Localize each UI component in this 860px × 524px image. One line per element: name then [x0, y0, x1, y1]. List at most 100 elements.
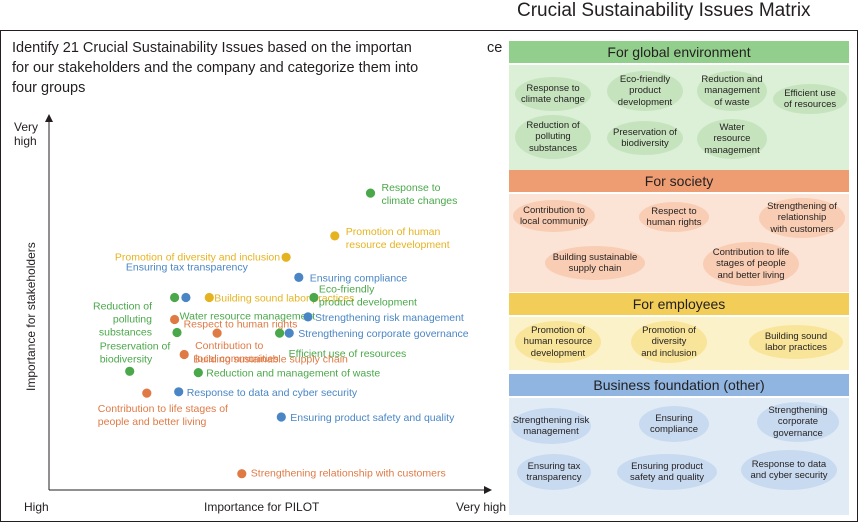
issue-item-label: Contribution to life stages of people and …	[712, 246, 790, 281]
issue-item-label: Ensuring compliance	[649, 412, 699, 436]
scatter-point	[284, 328, 294, 338]
scatter-point	[365, 188, 376, 198]
point-label: Response to data and cyber security	[187, 387, 358, 399]
issue-item: Response to data and cyber security	[741, 450, 837, 490]
issue-item: Strengthening corporate governance	[757, 402, 839, 442]
issue-item-label: Building sound labor practices	[764, 330, 828, 354]
issue-item-label: Preservation of biodiversity	[613, 126, 677, 150]
scatter-point	[281, 252, 291, 262]
figure-frame	[0, 30, 858, 522]
point-label: Water resource management	[180, 311, 316, 323]
issue-item: Building sustainable supply chain	[545, 246, 645, 280]
issue-item-label: Response to climate change	[521, 82, 585, 106]
issue-item-label: Ensuring tax transparency	[526, 460, 582, 484]
scatter-point	[125, 366, 135, 376]
issue-item: Promotion of diversity and inclusion	[631, 321, 707, 363]
data-points: Response to climate changes Promotion of h…	[93, 182, 469, 480]
point-label: Ensuring tax transparency	[126, 262, 249, 274]
scatter-point	[237, 469, 247, 479]
point-label: Eco-friendly product development	[319, 284, 417, 309]
scatter-point	[303, 312, 313, 322]
issue-item-label: Promotion of human resource development	[523, 324, 593, 359]
panel-title: Business foundation (other)	[509, 374, 849, 396]
page-title: Crucial Sustainability Issues Matrix	[517, 0, 811, 21]
intro-text: Identify 21 Crucial Sustainability Issue…	[12, 38, 482, 98]
issue-item-label: Ensuring product safety and quality	[630, 460, 704, 484]
issue-item: Contribution to local community	[513, 200, 595, 232]
scatter-point	[276, 412, 286, 422]
issue-item-label: Efficient use of resources	[783, 87, 837, 111]
panel-body: Promotion of human resource development Pro…	[509, 317, 849, 370]
issue-item: Response to climate change	[515, 77, 591, 111]
issue-item-label: Reduction of polluting substances	[526, 119, 580, 154]
issue-item: Reduction and management of waste	[697, 71, 767, 111]
scatter-point	[275, 328, 285, 338]
issue-item-label: Contribution to local community	[519, 204, 589, 228]
point-label: Preservation of biodiversity	[100, 340, 171, 365]
panel-body: Response to climate change Eco-friendly pro…	[509, 65, 849, 182]
point-label: Reduction of polluting substances	[93, 301, 152, 339]
issue-item-label: Strengthening of relationship with custome…	[767, 200, 837, 235]
scatter-point	[330, 231, 340, 241]
y-tick-very: Very	[14, 120, 39, 134]
point-label: Efficient use of resources	[289, 348, 407, 360]
point-label: Reduction and management of waste	[206, 368, 380, 380]
panel-business: Business foundation (other) Strengthening…	[509, 374, 849, 515]
issue-item: Eco-friendly product development	[607, 71, 683, 111]
issue-item-label: Response to data and cyber security	[750, 458, 828, 482]
point-label: Ensuring compliance	[310, 272, 408, 284]
issue-item: Respect to human rights	[639, 202, 709, 232]
x-tick-low: High	[24, 500, 49, 514]
point-label: Strengthening corporate governance	[298, 328, 469, 340]
issue-item: Reduction of polluting substances	[515, 115, 591, 159]
issue-item-label: Respect to human rights	[646, 205, 702, 229]
issue-item-label: Water resource management	[704, 121, 760, 156]
point-label: Ensuring product safety and quality	[290, 412, 455, 424]
issue-item-label: Promotion of diversity and inclusion	[641, 324, 697, 359]
scatter-point	[172, 327, 182, 338]
panel-society: For society Contribution to local communit…	[509, 170, 849, 292]
issue-item-label: Eco-friendly product development	[617, 73, 673, 108]
x-tick-high: Very high	[456, 500, 507, 514]
scatter-plot: Response to climate changes Promotion of h…	[45, 114, 492, 494]
issue-item: Preservation of biodiversity	[607, 121, 683, 155]
scatter-point	[181, 292, 191, 303]
point-label: Promotion of human resource development	[346, 226, 450, 251]
y-tick-high: high	[14, 134, 37, 148]
scatter-point	[212, 328, 222, 338]
x-axis-title: Importance for PILOT	[204, 500, 320, 514]
issue-item-label: Reduction and management of waste	[701, 73, 763, 108]
intro-line-3: four groups	[12, 80, 86, 96]
scatter-point	[170, 314, 180, 325]
scatter-point	[204, 292, 214, 303]
issue-item: Strengthening risk management	[511, 408, 591, 444]
issue-item-label: Strengthening risk management	[512, 414, 590, 438]
intro-suffix: ce	[487, 40, 503, 56]
panel-title: For global environment	[509, 41, 849, 63]
panel-employees: For employees Promotion of human resource d…	[509, 293, 849, 370]
point-label: Response to climate changes	[382, 182, 458, 207]
issue-item: Water resource management	[697, 119, 767, 159]
point-label: Respect to human rights	[184, 319, 298, 331]
issue-item-label: Strengthening corporate governance	[768, 404, 828, 439]
issue-item: Efficient use of resources	[773, 84, 847, 114]
scatter-point	[193, 368, 203, 378]
point-label: Building sound labor practices	[214, 293, 354, 305]
intro-line-1: Identify 21 Crucial Sustainability Issue…	[12, 40, 412, 56]
panel-environment: For global environment Response to climate…	[509, 41, 849, 182]
scatter-point	[174, 387, 184, 397]
issue-item: Promotion of human resource development	[515, 321, 601, 363]
point-label: Building sustainable supply chain	[193, 354, 348, 366]
scatter-point	[170, 292, 180, 303]
panel-title: For society	[509, 170, 849, 192]
panel-title: For employees	[509, 293, 849, 315]
point-label: Strengthening relationship with customer…	[251, 468, 446, 480]
intro-line-2: for our stakeholders and the company and…	[12, 60, 419, 76]
scatter-point	[179, 349, 189, 360]
scatter-point	[309, 292, 319, 303]
issue-item: Ensuring product safety and quality	[617, 454, 717, 490]
point-label: Contribution to local communities	[195, 340, 278, 365]
issue-item-label: Building sustainable supply chain	[552, 251, 638, 275]
issue-item: Strengthening of relationship with custome…	[759, 198, 845, 238]
point-label: Promotion of diversity and inclusion	[115, 251, 280, 263]
